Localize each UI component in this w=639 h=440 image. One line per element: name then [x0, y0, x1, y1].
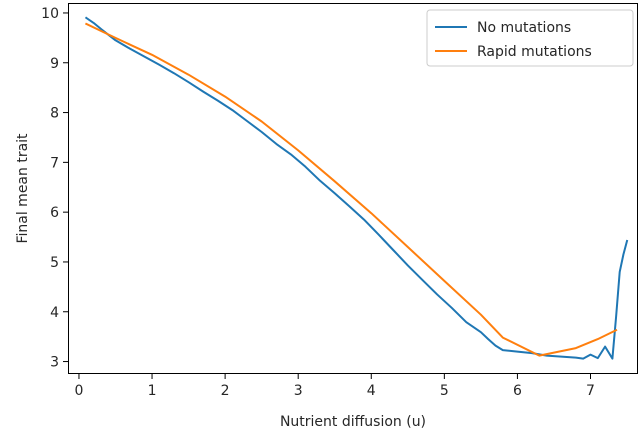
y-tick-label: 8 — [50, 106, 59, 122]
y-tick-label: 9 — [50, 56, 59, 72]
series-lines — [84, 16, 629, 360]
x-tick-label: 6 — [513, 383, 522, 399]
legend-box — [426, 9, 634, 67]
x-tick-label: 7 — [586, 383, 595, 399]
y-tick-label: 3 — [50, 355, 59, 371]
y-tick-label: 10 — [41, 6, 59, 22]
x-tick-label: 3 — [294, 383, 303, 399]
y-tick-label: 6 — [50, 205, 59, 221]
x-tick-label: 1 — [148, 383, 157, 399]
y-tick-label: 7 — [50, 155, 59, 171]
x-tick-label: 5 — [440, 383, 449, 399]
series-line-rapid-mutations — [84, 22, 618, 357]
y-tick-label: 4 — [50, 305, 59, 321]
legend-label-no-mutations: No mutations — [477, 20, 571, 36]
legend: No mutations Rapid mutations — [426, 9, 634, 67]
x-axis-ticks: 0 1 2 3 4 5 6 7 — [75, 374, 595, 399]
x-tick-label: 2 — [221, 383, 230, 399]
y-axis-label: Final mean trait — [15, 133, 31, 244]
x-tick-label: 4 — [367, 383, 376, 399]
axes-frame — [68, 3, 638, 374]
series-line-no-mutations — [84, 16, 629, 360]
legend-label-rapid-mutations: Rapid mutations — [477, 44, 592, 60]
y-axis-ticks: 3 4 5 6 7 8 9 10 — [41, 6, 68, 371]
x-axis-label: Nutrient diffusion (u) — [280, 414, 426, 430]
y-tick-label: 5 — [50, 255, 59, 271]
x-tick-label: 0 — [75, 383, 84, 399]
